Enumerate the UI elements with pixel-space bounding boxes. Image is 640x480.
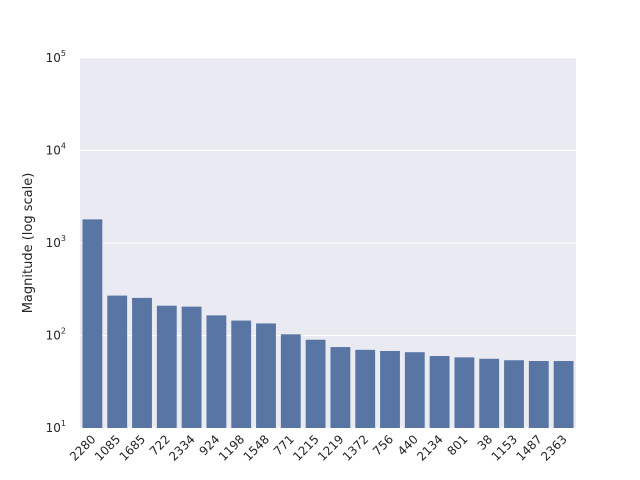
x-tick-label: 1548 [241,432,272,463]
x-tick-label: 2280 [67,432,98,463]
y-axis-label: Magnitude (log scale) [21,173,36,314]
x-tick-label: 1372 [340,432,371,463]
bar-1487 [528,361,549,428]
bar-1215 [305,339,326,428]
x-tick-labels: 2280108516857222334924119815487711215121… [67,432,570,463]
bar-2334 [181,306,202,428]
bar-722 [156,305,177,428]
bar-801 [454,357,475,428]
x-tick-label: 756 [370,432,396,458]
x-tick-label: 1685 [117,432,148,463]
x-tick-label: 2334 [166,432,197,463]
bar-1198 [231,320,252,428]
bars [82,219,574,428]
bar-1085 [107,295,128,428]
x-tick-label: 1215 [290,432,321,463]
x-tick-label: 2134 [414,432,445,463]
bar-1153 [504,360,524,428]
x-tick-label: 801 [444,432,470,458]
y-tick-labels: 101 102 103 104 105 [46,49,66,435]
y-tick-label: 103 [46,234,66,250]
bar-38 [479,358,500,428]
bar-756 [380,350,400,428]
bar-2280 [82,219,103,428]
x-tick-label: 1085 [92,432,123,463]
y-tick-label: 101 [46,419,66,435]
bar-440 [404,352,425,428]
x-tick-label: 1198 [216,432,247,463]
bar-1219 [330,347,351,428]
x-tick-label: 1153 [489,432,520,463]
bar-924 [206,315,227,428]
x-tick-label: 1487 [513,432,544,463]
x-tick-label: 1219 [315,432,346,463]
bar-2134 [429,356,450,428]
bar-1685 [132,297,152,428]
bar-771 [280,334,301,428]
bar-2363 [553,361,574,428]
bar-1548 [256,323,276,428]
y-tick-label: 105 [46,49,66,65]
x-tick-label: 2363 [538,432,569,463]
y-tick-label: 104 [46,142,66,158]
y-tick-label: 102 [46,327,66,343]
bar-1372 [355,349,376,428]
